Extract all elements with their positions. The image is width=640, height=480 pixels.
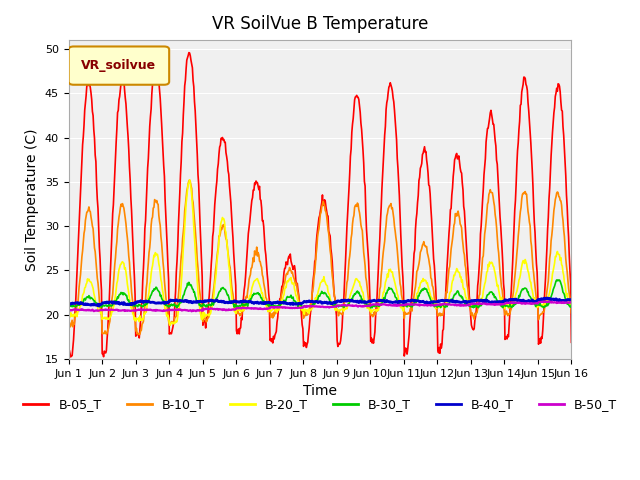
B-10_T [125, 259, 133, 265]
B-40_T [381, 299, 389, 304]
B-50_T [65, 307, 72, 313]
Line: B-10_T: B-10_T [68, 180, 572, 335]
B-50_T [381, 301, 389, 307]
B-30_T [65, 301, 72, 307]
B-50_T [74, 307, 81, 313]
B-05_T [67, 354, 75, 360]
B-30_T [177, 299, 184, 305]
B-30_T [568, 302, 575, 308]
Legend: B-05_T, B-10_T, B-20_T, B-30_T, B-40_T, B-50_T: B-05_T, B-10_T, B-20_T, B-30_T, B-40_T, … [19, 394, 621, 417]
B-10_T [177, 254, 185, 260]
B-20_T [382, 277, 390, 283]
B-10_T [568, 310, 575, 316]
B-30_T [125, 300, 133, 306]
B-20_T [186, 177, 193, 183]
B-50_T [568, 300, 575, 305]
B-40_T [396, 300, 404, 305]
B-40_T [126, 301, 134, 307]
B-10_T [397, 284, 404, 290]
B-10_T [65, 321, 72, 326]
B-10_T [205, 315, 212, 321]
B-20_T [177, 281, 185, 287]
B-40_T [74, 300, 81, 305]
B-10_T [382, 222, 390, 228]
B-20_T [166, 323, 174, 328]
B-05_T [568, 339, 575, 345]
B-05_T [126, 177, 134, 183]
Text: VR_soilvue: VR_soilvue [81, 59, 156, 72]
B-30_T [367, 305, 374, 311]
B-40_T [95, 303, 102, 309]
B-40_T [544, 295, 552, 301]
Y-axis label: Soil Temperature (C): Soil Temperature (C) [25, 128, 39, 271]
B-05_T [205, 300, 212, 306]
B-30_T [381, 293, 389, 299]
B-40_T [65, 301, 72, 307]
B-50_T [396, 302, 404, 308]
B-20_T [65, 311, 72, 317]
B-50_T [188, 309, 196, 314]
B-20_T [74, 310, 81, 315]
B-05_T [382, 107, 390, 112]
B-40_T [204, 298, 212, 303]
B-10_T [136, 332, 143, 337]
B-10_T [74, 302, 81, 308]
B-50_T [204, 306, 212, 312]
Title: VR SoilVue B Temperature: VR SoilVue B Temperature [212, 15, 428, 33]
B-50_T [545, 299, 553, 304]
B-05_T [397, 231, 404, 237]
B-10_T [186, 177, 193, 183]
B-50_T [125, 308, 133, 313]
B-40_T [177, 298, 185, 303]
B-30_T [553, 277, 561, 283]
B-20_T [397, 305, 404, 311]
B-30_T [396, 302, 404, 308]
Line: B-40_T: B-40_T [68, 298, 572, 306]
B-30_T [74, 302, 81, 308]
B-40_T [568, 297, 575, 302]
Line: B-30_T: B-30_T [68, 280, 572, 308]
X-axis label: Time: Time [303, 384, 337, 398]
Line: B-50_T: B-50_T [68, 301, 572, 312]
Line: B-05_T: B-05_T [68, 53, 572, 357]
FancyBboxPatch shape [68, 47, 169, 85]
B-30_T [204, 304, 211, 310]
B-50_T [177, 307, 184, 312]
B-20_T [568, 304, 575, 310]
B-05_T [185, 50, 193, 56]
B-05_T [65, 350, 72, 356]
B-05_T [177, 158, 185, 164]
Line: B-20_T: B-20_T [68, 180, 572, 325]
B-05_T [75, 238, 83, 244]
B-20_T [125, 296, 133, 301]
B-20_T [205, 312, 212, 317]
